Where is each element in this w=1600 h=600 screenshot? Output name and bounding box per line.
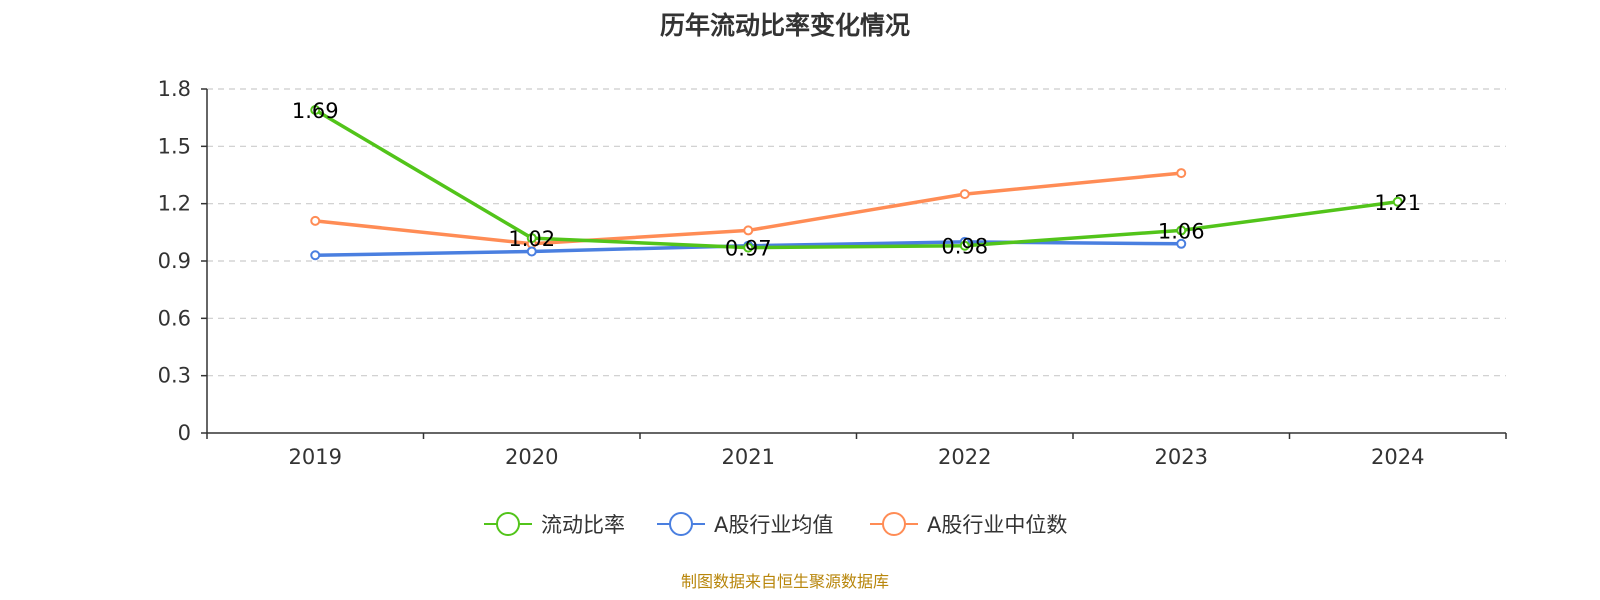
data-point — [526, 233, 537, 244]
data-point — [1176, 225, 1187, 236]
axes: 0 0.3 0.6 0.9 1.2 1.5 1.8 2019 2020 2021 2022 2023 2… — [158, 77, 1507, 469]
data-label: 1.21 — [1374, 191, 1421, 215]
data-label: 1.06 — [1158, 219, 1205, 243]
data-point — [959, 240, 970, 251]
data-point — [743, 225, 754, 236]
chart-title: 历年流动比率变化情况 — [659, 11, 910, 40]
legend-label: A股行业均值 — [714, 513, 833, 537]
data-label: 1.02 — [508, 227, 555, 251]
data-point — [1392, 196, 1403, 207]
y-tick-label: 0 — [178, 421, 191, 445]
legend-marker-icon — [669, 512, 693, 536]
data-label: 0.97 — [725, 237, 772, 261]
legend-item: A股行业均值 — [657, 512, 833, 537]
y-tick-label: 1.8 — [158, 77, 191, 101]
y-tick-label: 1.5 — [158, 134, 191, 158]
data-label: 0.98 — [941, 235, 988, 259]
data-point — [310, 215, 321, 226]
source-note: 制图数据来自恒生聚源数据库 — [680, 572, 889, 591]
x-tick-label: 2020 — [505, 445, 558, 469]
y-tick-label: 1.2 — [158, 192, 191, 216]
legend-label: 流动比率 — [541, 513, 625, 537]
x-tick-label: 2023 — [1155, 445, 1208, 469]
data-point — [310, 105, 321, 116]
legend-label: A股行业中位数 — [927, 513, 1067, 537]
x-tick-label: 2024 — [1371, 445, 1424, 469]
series-line — [313, 108, 1400, 250]
x-tick-label: 2019 — [289, 445, 342, 469]
data-labels: 1.69 1.02 0.97 0.98 1.06 1.21 — [292, 99, 1421, 261]
series-lines — [310, 105, 1403, 261]
y-tick-label: 0.3 — [158, 364, 191, 388]
legend-item: A股行业中位数 — [870, 512, 1067, 537]
data-point — [959, 189, 970, 200]
grid-lines — [207, 88, 1506, 377]
data-point — [1176, 168, 1187, 179]
data-point — [743, 242, 754, 253]
legend-item: 流动比率 — [484, 512, 625, 537]
x-tick-label: 2022 — [938, 445, 991, 469]
legend-marker-icon — [496, 512, 520, 536]
data-point — [310, 250, 321, 261]
y-tick-label: 0.6 — [158, 306, 191, 330]
y-tick-label: 0.9 — [158, 249, 191, 273]
x-tick-label: 2021 — [722, 445, 775, 469]
legend-marker-icon — [882, 512, 906, 536]
data-point — [1176, 238, 1187, 249]
data-label: 1.69 — [292, 99, 339, 123]
legend: 流动比率 A股行业均值 A股行业中位数 — [484, 512, 1067, 537]
data-point — [526, 246, 537, 257]
